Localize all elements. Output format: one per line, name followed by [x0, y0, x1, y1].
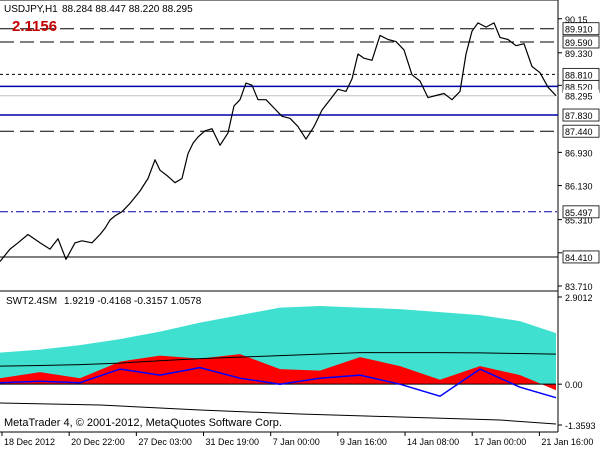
- level-label-box: [562, 205, 600, 219]
- level-label-box: [562, 124, 600, 138]
- indicator-tick-label: 2.9012: [565, 293, 593, 303]
- level-label-box: [563, 89, 599, 102]
- indicator-tick-label: 0.00: [565, 380, 583, 390]
- level-label: 84.410: [565, 253, 593, 263]
- level-label-box: [562, 108, 600, 122]
- time-tick-label: 20 Dec 22:00: [71, 437, 125, 447]
- price-tick-label: 89.330: [565, 49, 593, 59]
- level-label: 89.910: [565, 25, 593, 35]
- time-tick-label: 14 Jan 08:00: [407, 437, 459, 447]
- price-tick-label: 85.310: [565, 216, 593, 226]
- level-label-box: [562, 250, 600, 264]
- price-tick-label: 86.930: [565, 148, 593, 158]
- price-tick-label: 90.15: [565, 15, 588, 25]
- indicator-areas: [0, 306, 556, 391]
- indicator-plot-frame: [0, 290, 559, 433]
- ohlc-values: 88.284 88.447 88.220 88.295: [62, 4, 193, 15]
- indicator-header-values: 1.9219 -0.4168 -0.3157 1.0578: [64, 296, 202, 307]
- indicator-blue-line: [0, 366, 557, 399]
- price-plot-frame: [0, 0, 559, 291]
- time-axis: 18 Dec 2012 20 Dec 22:00 27 Dec 03:00 31 De…: [1, 432, 593, 447]
- symbol-title: USDJPY,H1: [4, 4, 58, 15]
- level-label-box: [562, 22, 600, 36]
- indicator-lower-line: [0, 402, 557, 425]
- price-series: [0, 22, 557, 262]
- price-line: [0, 22, 557, 262]
- indicator-signal-line: [0, 352, 557, 367]
- price-axis: 90.1589.33088.54586.93086.13085.31084.51…: [558, 15, 600, 292]
- time-tick-label: 18 Dec 2012: [4, 437, 55, 447]
- level-label-box: [562, 35, 600, 49]
- indicator-red-area: [0, 354, 556, 391]
- level-label: 89.590: [565, 38, 593, 48]
- level-label: 87.440: [565, 127, 593, 137]
- price-tick-label: 86.130: [565, 182, 593, 192]
- time-tick-label: 31 Dec 19:00: [206, 437, 260, 447]
- time-tick-label: 9 Jan 16:00: [340, 437, 387, 447]
- time-tick-label: 17 Jan 00:00: [474, 437, 526, 447]
- level-lines: [0, 28, 558, 258]
- indicator-lines: [0, 352, 557, 425]
- price-tick-label: 83.710: [565, 282, 593, 292]
- level-label: 88.295: [565, 92, 593, 102]
- time-tick-label: 21 Jan 16:00: [541, 437, 593, 447]
- time-tick-label: 27 Dec 03:00: [138, 437, 192, 447]
- indicator-tick-label: -1.3593: [565, 421, 596, 431]
- level-label: 85.497: [565, 208, 593, 218]
- indicator-title: SWT2.4SM: [6, 296, 57, 307]
- level-label: 88.810: [565, 70, 593, 80]
- overlay-value: 2.1156: [12, 18, 57, 35]
- watermark-text: MetaTrader 4, © 2001-2012, MetaQuotes So…: [4, 417, 282, 429]
- level-label: 88.520: [565, 82, 593, 92]
- level-label: 87.830: [565, 111, 593, 121]
- indicator-axis: 2.9012 0.00 -1.3593: [558, 293, 596, 431]
- time-tick-label: 7 Jan 00:00: [273, 437, 320, 447]
